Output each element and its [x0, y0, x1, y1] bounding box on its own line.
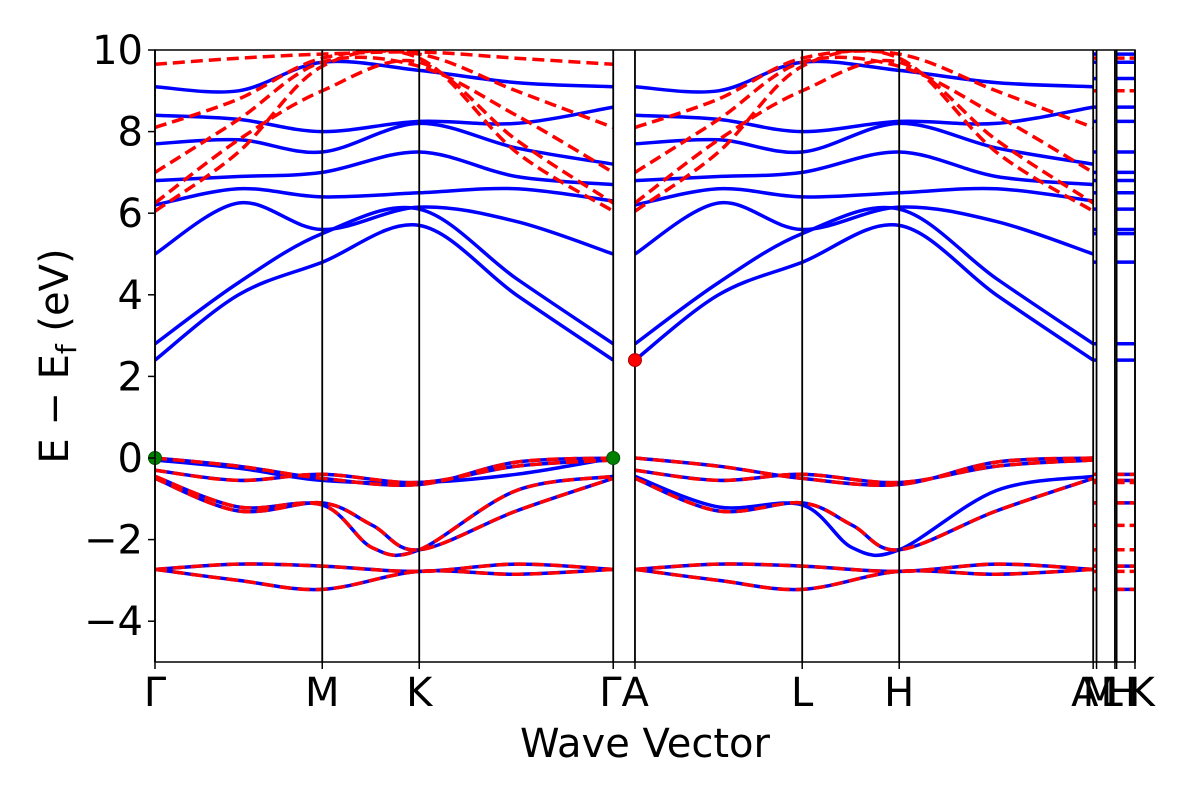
- red-band-line-6: [155, 50, 615, 213]
- red-band-line-9: [155, 50, 614, 130]
- red-band-line-18: [634, 55, 1095, 174]
- x-axis-label: Wave Vector: [520, 721, 771, 767]
- y-tick-label-6: 8: [118, 110, 143, 156]
- blue-band-line-15: [634, 562, 1094, 574]
- red-band-series: [155, 50, 1095, 592]
- x-tick-label-5: H: [884, 670, 914, 716]
- x-tick-label-2: K: [406, 670, 434, 716]
- x-tick-label-1: M: [305, 670, 340, 716]
- red-band-line-5: [155, 456, 614, 487]
- blue-band-line-23: [634, 200, 1094, 256]
- blue-band-line-28: [634, 59, 1094, 94]
- blue-band-line-22: [633, 205, 1095, 346]
- y-tick-label-4: 4: [118, 273, 143, 319]
- red-band-line-7: [155, 58, 615, 205]
- vbm-marker-1: [606, 451, 621, 465]
- x-tick-label-6: A: [1071, 670, 1099, 716]
- blue-band-line-16: [634, 567, 1094, 592]
- red-band-line-16: [633, 50, 1095, 213]
- cbm-marker-2: [627, 353, 642, 368]
- blue-band-line-11: [155, 150, 614, 187]
- y-axis-ticks: −4 −2 0 2 4 6 8 10: [84, 28, 155, 645]
- blue-band-series: [155, 59, 1095, 592]
- red-band-line-12: [634, 567, 1094, 592]
- blue-band-line-17: [634, 476, 1094, 552]
- x-tick-label-3: ΓA: [599, 670, 649, 716]
- red-band-line-15: [634, 456, 1094, 487]
- blue-band-line-26: [634, 121, 1094, 166]
- y-axis-label: E − Ef (eV): [32, 248, 83, 463]
- y-tick-label-0: −4: [84, 599, 143, 645]
- x-tick-label-7: M: [1083, 670, 1118, 716]
- x-tick-label-0: Γ: [144, 670, 167, 716]
- x-tick-label-10: K: [1129, 670, 1157, 716]
- red-band-line-4: [155, 458, 614, 485]
- red-band-line-11: [634, 562, 1094, 574]
- red-band-line-10: [155, 50, 614, 67]
- y-tick-label-5: 6: [118, 191, 143, 237]
- band-edge-markers: [148, 353, 642, 465]
- y-tick-label-3: 2: [118, 354, 143, 400]
- y-tick-label-2: 0: [118, 436, 143, 482]
- blue-band-line-25: [634, 150, 1094, 187]
- plot-frame: [154, 49, 1136, 663]
- blue-band-line-2: [155, 476, 614, 552]
- blue-band-line-10: [155, 186, 614, 207]
- red-band-line-3: [155, 474, 614, 558]
- red-band-line-13: [634, 476, 1094, 552]
- y-tick-label-1: −2: [84, 518, 143, 564]
- blue-band-line-1: [155, 567, 614, 592]
- red-band-line-17: [633, 58, 1095, 205]
- red-band-line-0: [155, 562, 614, 574]
- x-tick-label-9: H: [1107, 670, 1137, 716]
- blue-band-line-7: [155, 223, 615, 362]
- blue-band-line-0: [155, 562, 614, 574]
- red-band-line-1: [155, 567, 614, 592]
- x-tick-label-4: L: [791, 670, 814, 716]
- blue-band-line-3: [155, 474, 614, 558]
- red-band-line-14: [634, 458, 1094, 485]
- red-band-line-8: [155, 55, 615, 174]
- x-tick-label-8: L: [1100, 670, 1123, 716]
- blue-band-line-24: [634, 186, 1094, 207]
- blue-band-line-18: [634, 474, 1094, 558]
- blue-band-line-9: [155, 200, 614, 256]
- red-band-line-19: [634, 50, 1094, 130]
- blue-band-line-8: [155, 205, 615, 346]
- y-tick-label-7: 10: [92, 28, 143, 74]
- blue-band-line-14: [155, 59, 614, 94]
- blue-band-line-21: [633, 223, 1095, 362]
- blue-band-line-12: [155, 121, 614, 166]
- red-band-line-2: [155, 476, 614, 552]
